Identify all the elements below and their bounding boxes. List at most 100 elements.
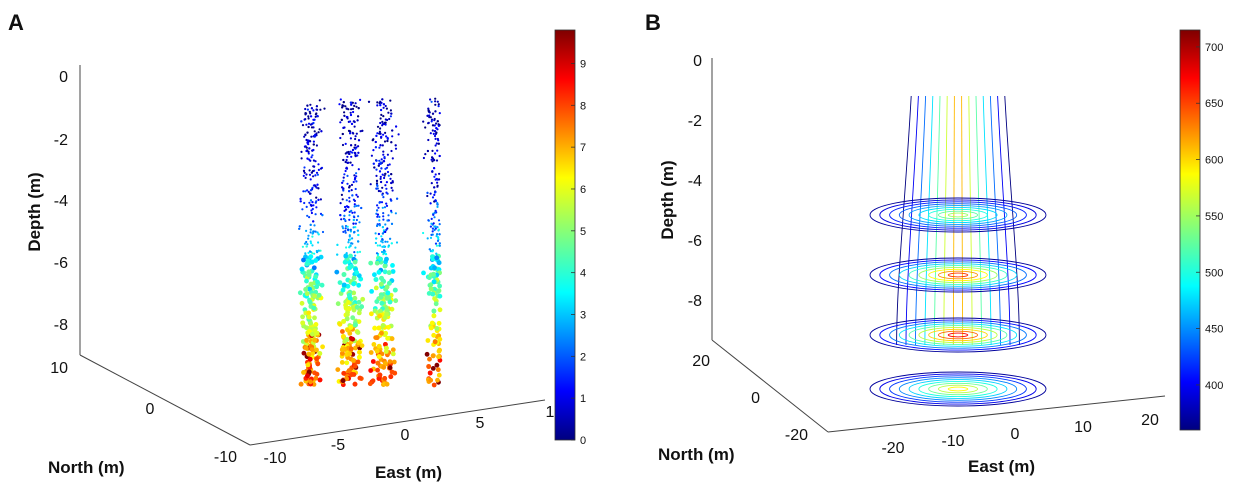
scatter-point [310,171,313,174]
scatter-point [438,242,441,245]
scatter-point [394,144,397,147]
scatter-point [303,345,309,351]
scatter-point [355,146,358,149]
scatter-point [387,111,390,114]
scatter-point [341,132,344,136]
scatter-point [356,282,362,288]
panel-b-depth-tick: 0 [693,53,702,70]
scatter-point [383,176,386,180]
scatter-point [435,235,438,238]
contour-ring [879,199,1037,231]
scatter-point [370,154,373,157]
scatter-point [378,159,381,162]
panel-a-letter: A [8,10,24,35]
scatter-point [311,305,317,311]
scatter-point [390,186,393,189]
panel-a-east-label: East (m) [375,463,442,482]
scatter-point [368,260,374,266]
scatter-point [353,211,356,214]
scatter-point [426,194,429,198]
scatter-point [339,136,342,140]
panel-a-depth-tick: -4 [54,193,68,210]
scatter-point [340,218,343,221]
scatter-point [301,350,307,356]
colorbar-tick-label: 650 [1205,98,1223,110]
scatter-point [385,202,388,205]
scatter-point [389,177,392,180]
scatter-point [426,237,429,240]
scatter-point [346,306,352,312]
scatter-point [380,240,383,243]
scatter-point [345,246,348,249]
scatter-point [342,176,345,179]
scatter-point [433,211,436,214]
scatter-point [381,186,384,189]
scatter-point [429,132,432,135]
scatter-point [337,280,343,285]
scatter-point [341,272,347,277]
scatter-point [309,331,315,337]
contour-ring [947,212,969,218]
scatter-point [302,174,305,177]
scatter-point [424,153,427,156]
panel-a-depth-label: Depth (m) [25,172,44,251]
scatter-point [355,330,361,335]
scatter-point [304,133,307,136]
scatter-point [352,295,358,301]
scatter-point [351,358,356,363]
scatter-point [344,231,347,234]
scatter-point [379,161,382,164]
scatter-point [307,115,310,118]
scatter-point [429,320,435,326]
scatter-point [354,226,357,229]
scatter-point [340,287,346,293]
scatter-point [434,242,438,245]
scatter-point [432,132,435,135]
panel-a-east-ticks: -10 -5 0 5 1 [263,404,554,467]
scatter-point [430,291,436,297]
scatter-point [380,113,383,116]
scatter-point [360,206,363,210]
scatter-point [428,325,434,331]
panel-a-depth-tick: -6 [54,255,68,272]
scatter-point [354,102,357,105]
scatter-point [357,151,360,154]
scatter-point [311,207,314,211]
scatter-point [438,178,441,181]
scatter-point [346,182,349,185]
scatter-point [437,124,440,127]
colorbar-tick-label: 9 [580,58,586,70]
scatter-point [306,272,312,278]
scatter-point [340,118,343,121]
scatter-point [435,122,438,125]
scatter-point [351,275,357,281]
scatter-point [307,117,310,120]
contour-ring [869,197,1047,233]
panel-b-north-axis [711,339,829,433]
scatter-point [298,381,304,387]
scatter-point [299,266,305,272]
scatter-point [303,287,309,292]
scatter-point [384,345,389,351]
scatter-point [378,170,382,173]
scatter-point [356,119,359,122]
scatter-point [312,175,315,178]
scatter-point [355,172,358,175]
scatter-point [315,105,318,108]
scatter-point [342,259,348,265]
scatter-point [435,159,439,162]
scatter-point [304,252,307,255]
scatter-point [436,205,439,208]
scatter-point [376,253,379,257]
scatter-point [346,117,349,120]
scatter-point [339,360,345,365]
scatter-point [390,209,393,212]
scatter-point [434,103,437,106]
scatter-point [382,115,385,118]
scatter-point [306,310,312,316]
scatter-point [379,177,382,180]
scatter-point [308,169,311,172]
scatter-point [390,351,396,357]
scatter-point [384,121,387,124]
scatter-point [314,356,320,362]
